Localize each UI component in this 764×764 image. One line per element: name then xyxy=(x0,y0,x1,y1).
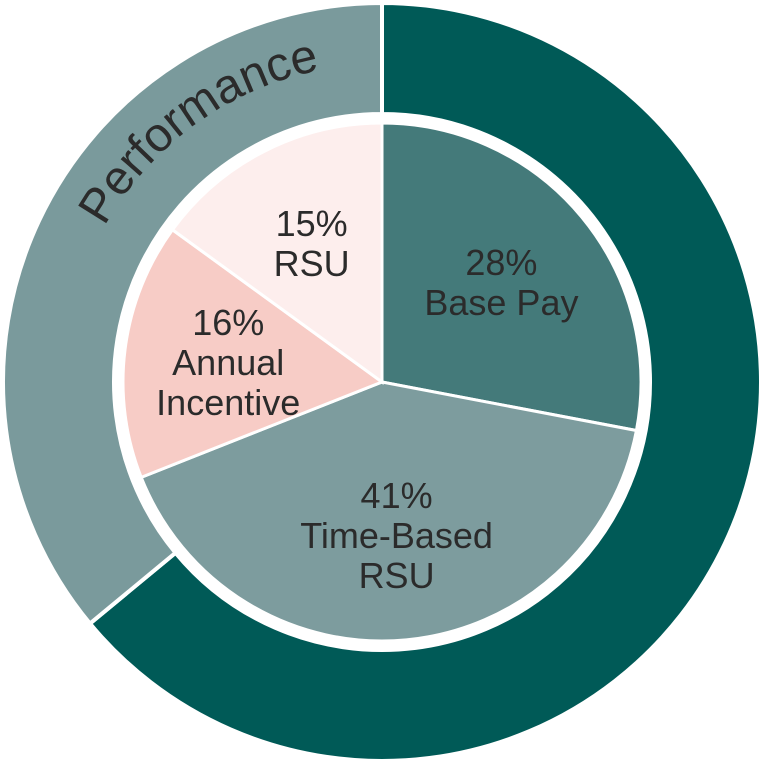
pie-slice xyxy=(380,121,643,433)
value-label: 16% xyxy=(192,301,265,343)
value-label: 41% xyxy=(360,475,433,517)
category-label: Base Pay xyxy=(424,282,579,324)
category-label: Time-Based RSU xyxy=(300,515,493,597)
category-label: Annual Incentive xyxy=(156,341,301,423)
pie-slice xyxy=(139,380,639,643)
slice-label: 15% RSU xyxy=(202,202,422,284)
value-label: 28% xyxy=(465,242,538,284)
ring-slice xyxy=(87,0,763,763)
pie-slice xyxy=(170,121,384,385)
slice-label: 41% Time-Based RSU xyxy=(287,476,507,596)
category-label: RSU xyxy=(273,242,350,284)
slice-label: 28% Base Pay xyxy=(391,243,611,323)
pie-slice xyxy=(121,227,386,480)
ring-slice xyxy=(1,0,384,627)
slice-label: 16% Annual Incentive xyxy=(118,301,338,423)
value-label: 15% xyxy=(275,202,348,244)
